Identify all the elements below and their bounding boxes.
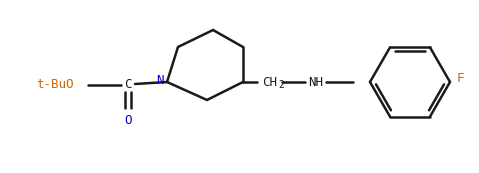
Text: C: C [124,79,132,92]
Text: CH: CH [262,75,277,89]
Text: 2: 2 [278,80,284,90]
Text: O: O [124,113,132,126]
Text: t-BuO: t-BuO [36,79,74,92]
Text: N: N [157,74,164,86]
Text: NH: NH [308,75,323,89]
Text: F: F [457,72,465,85]
